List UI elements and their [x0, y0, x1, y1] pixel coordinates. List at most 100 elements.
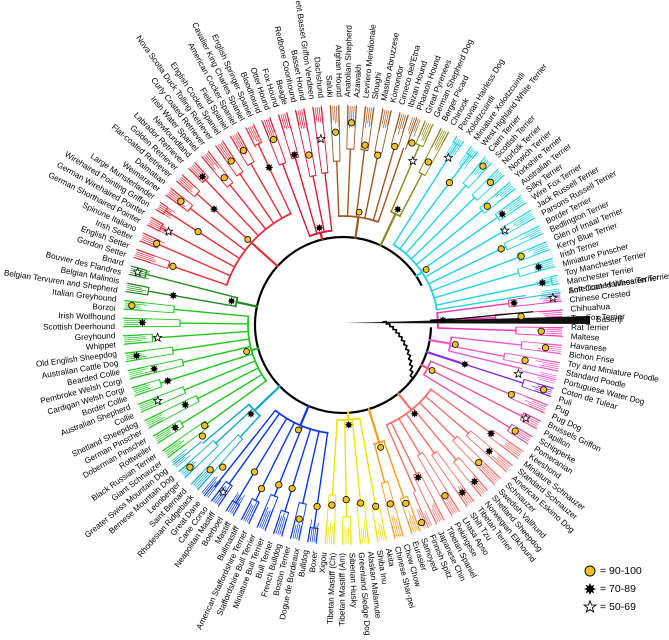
- support-markers: [128, 119, 559, 527]
- support-marker: [517, 312, 525, 320]
- support-marker: [410, 409, 419, 418]
- support-marker: [198, 172, 207, 181]
- support-marker: [470, 477, 479, 486]
- support-marker: [441, 492, 449, 500]
- support-marker: [386, 500, 394, 508]
- support-marker: [541, 344, 550, 352]
- legend-item: = 90-100: [584, 565, 642, 577]
- support-marker: [537, 327, 545, 335]
- legend: = 90-100 = 70-89 = 50-69: [582, 565, 642, 614]
- breed-label: Chihuahua: [570, 302, 611, 314]
- breed-label: Boxer: [308, 550, 320, 573]
- support-marker: [264, 163, 274, 172]
- support-marker: [198, 432, 207, 440]
- support-marker: [295, 515, 303, 523]
- breed-label: Siberian Husky: [348, 553, 359, 609]
- legend-item: = 50-69: [582, 599, 636, 614]
- support-marker: [513, 368, 524, 379]
- breed-label: Xigou: [318, 551, 329, 573]
- support-marker: [422, 266, 430, 273]
- support-marker: [227, 157, 235, 165]
- support-marker: [250, 468, 259, 476]
- clade-subtree: [385, 388, 524, 529]
- support-marker: [475, 458, 483, 467]
- support-marker: [269, 135, 278, 144]
- support-marker: [393, 205, 402, 214]
- support-marker: [521, 356, 529, 364]
- breed-label: Borzoi: [92, 302, 116, 313]
- breed-label: Maltese: [570, 332, 600, 342]
- clade-subtree: [125, 265, 259, 308]
- support-marker: [177, 197, 185, 205]
- breed-label: Bulldog: [297, 549, 310, 578]
- clade-subtree: [392, 136, 562, 311]
- support-marker: [275, 481, 283, 489]
- support-marker: [445, 179, 454, 187]
- support-marker: [517, 252, 525, 260]
- support-marker: [372, 502, 380, 510]
- support-marker: [511, 427, 519, 435]
- support-marker: [332, 128, 340, 136]
- clade-subtree: [133, 123, 293, 287]
- support-marker: [295, 426, 302, 434]
- outgroup-branch: [345, 311, 590, 324]
- support-marker: [153, 239, 161, 248]
- support-marker: [244, 236, 252, 243]
- breed-label: Dachshund: [312, 56, 325, 99]
- support-marker: [315, 133, 327, 144]
- support-marker: [356, 499, 365, 507]
- clade-subtree: [171, 385, 281, 491]
- breed-label: Greyhound: [75, 331, 116, 342]
- breed-label: Puli: [557, 395, 573, 408]
- support-marker: [347, 119, 356, 127]
- support-marker: [417, 518, 426, 527]
- support-marker: [220, 174, 228, 182]
- support-marker: [315, 223, 324, 232]
- support-marker: [374, 151, 382, 159]
- support-marker: [344, 420, 353, 429]
- legend-label: = 50-69: [600, 601, 636, 613]
- support-marker: [217, 486, 229, 497]
- support-marker: [181, 400, 190, 410]
- breed-label: Tibetan Mastiff (Am): [338, 553, 347, 627]
- breed-label: Scottish Deerhound: [43, 322, 115, 332]
- clade-subtree: [261, 105, 333, 241]
- support-marker: [460, 360, 469, 369]
- support-marker: [219, 463, 227, 471]
- support-marker: [408, 139, 416, 147]
- support-marker: [305, 151, 313, 159]
- breed-label: Saluki: [324, 75, 334, 98]
- support-marker: [538, 278, 547, 288]
- support-marker: [239, 146, 247, 155]
- breed-label: Sloughi: [370, 71, 383, 99]
- support-marker: [138, 318, 147, 327]
- support-marker: [458, 488, 467, 497]
- support-marker: [194, 228, 202, 236]
- support-marker: [169, 291, 178, 300]
- support-marker: [227, 297, 236, 306]
- legend-burst-icon: [584, 583, 596, 595]
- clade-subtree: [329, 104, 421, 239]
- support-marker: [342, 496, 350, 504]
- breed-label: Toy Fox Terrier: [571, 312, 625, 323]
- tree-backbone: [253, 235, 433, 415]
- support-marker: [443, 152, 454, 163]
- clade-subtree: [201, 404, 329, 544]
- support-marker: [152, 395, 163, 406]
- support-marker: [539, 386, 548, 394]
- support-marker: [534, 262, 543, 272]
- support-marker: [186, 463, 194, 471]
- support-marker: [149, 364, 159, 374]
- clade-subtree: [122, 300, 268, 459]
- support-marker: [288, 484, 296, 493]
- support-marker: [507, 390, 515, 399]
- support-marker: [313, 502, 321, 511]
- support-marker: [499, 225, 510, 235]
- support-marker: [486, 178, 495, 186]
- breed-label: Havanese: [570, 341, 608, 353]
- support-marker: [132, 266, 143, 277]
- support-marker: [498, 209, 507, 219]
- support-marker: [163, 226, 174, 236]
- support-marker: [414, 473, 423, 482]
- support-marker: [402, 499, 410, 507]
